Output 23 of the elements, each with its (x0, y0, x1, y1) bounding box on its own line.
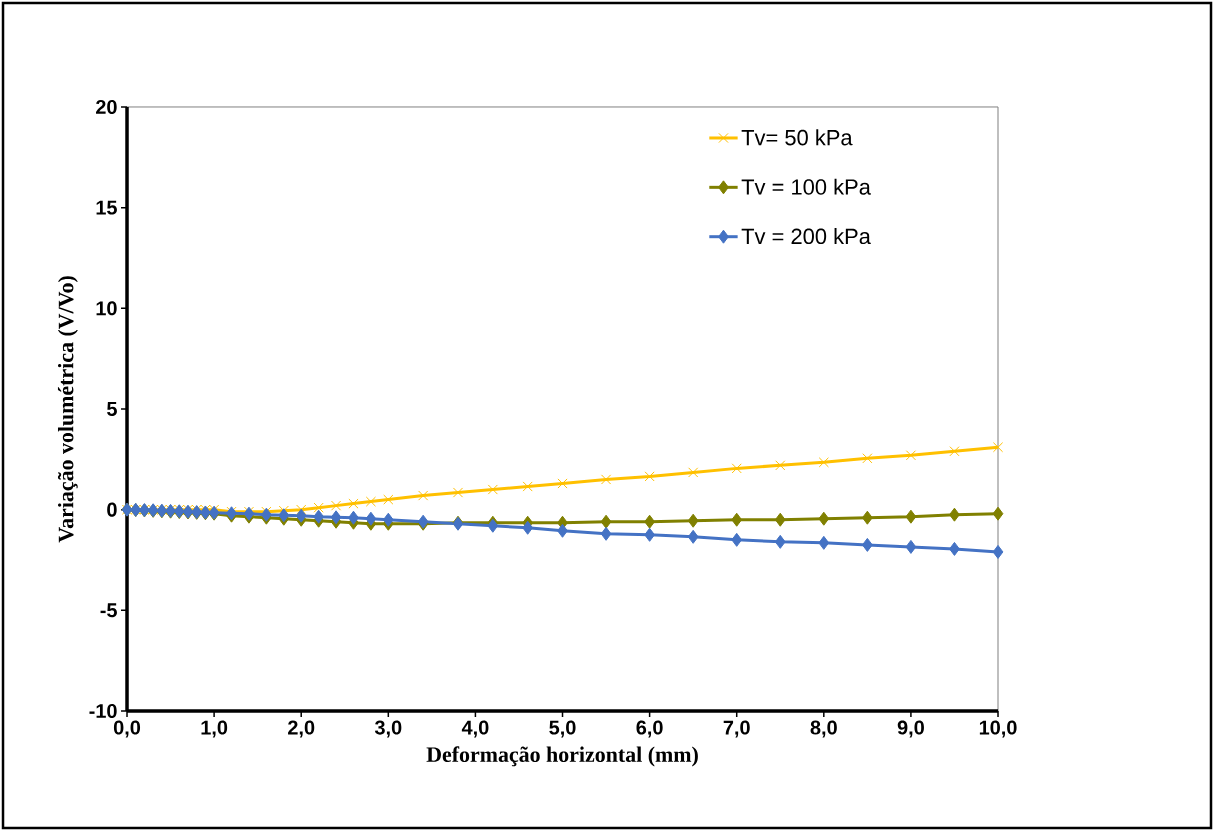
y-tick-label: 5 (107, 402, 117, 416)
x-tick-label: 6,0 (636, 720, 663, 738)
x-tick-label: 10,0 (979, 720, 1017, 738)
y-tick-label: 10 (96, 301, 117, 316)
legend-label: Tv = 200 kPa (741, 228, 871, 245)
y-tick-label: 20 (96, 99, 117, 115)
x-tick-label: 4,0 (461, 720, 489, 738)
legend-label: Tv = 100 kPa (741, 178, 871, 195)
x-tick-label: 9,0 (897, 720, 924, 738)
x-axis-title: Deformação horizontal (mm) (426, 746, 698, 767)
y-tick-label: -10 (89, 703, 117, 719)
x-tick-label: 8,0 (810, 720, 837, 738)
x-tick-label: 5,0 (549, 720, 576, 738)
legend-label: Tv= 50 kPa (741, 129, 853, 146)
x-tick-label: 7,0 (723, 720, 750, 738)
y-tick-label: 0 (107, 502, 117, 517)
y-tick-label: 15 (96, 200, 117, 215)
y-axis-title: Variação volumétrica (V/Vo) (57, 276, 78, 543)
y-tick-label: -5 (100, 603, 117, 618)
x-tick-label: 2,0 (288, 720, 315, 738)
x-tick-label: 0,0 (113, 720, 141, 738)
x-tick-label: 3,0 (374, 720, 402, 738)
x-tick-label: 1,0 (201, 720, 228, 738)
